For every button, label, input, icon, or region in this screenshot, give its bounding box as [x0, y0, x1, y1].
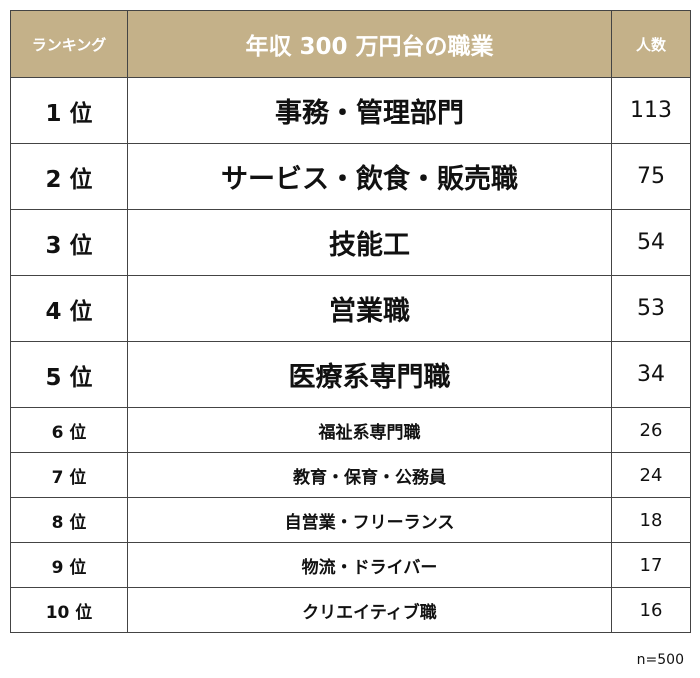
table-row: 4 位 営業職 53 [10, 275, 691, 342]
table-row: 3 位 技能工 54 [10, 209, 691, 276]
rank-cell: 7 位 [10, 452, 128, 498]
rank-cell: 3 位 [10, 209, 128, 276]
count-cell: 17 [611, 542, 691, 588]
job-cell: 教育・保育・公務員 [127, 452, 612, 498]
count-cell: 18 [611, 497, 691, 543]
job-cell: クリエイティブ職 [127, 587, 612, 633]
table-row: 6 位 福祉系専門職 26 [10, 407, 691, 453]
header-job-title: 年収 300 万円台の職業 [127, 10, 612, 78]
job-cell: 物流・ドライバー [127, 542, 612, 588]
count-cell: 54 [611, 209, 691, 276]
count-cell: 26 [611, 407, 691, 453]
rank-cell: 2 位 [10, 143, 128, 210]
rank-cell: 8 位 [10, 497, 128, 543]
job-cell: 事務・管理部門 [127, 77, 612, 144]
count-cell: 113 [611, 77, 691, 144]
job-cell: サービス・飲食・販売職 [127, 143, 612, 210]
count-cell: 16 [611, 587, 691, 633]
count-cell: 34 [611, 341, 691, 408]
job-cell: 福祉系専門職 [127, 407, 612, 453]
header-count: 人数 [611, 10, 691, 78]
job-cell: 技能工 [127, 209, 612, 276]
table-header-row: ランキング 年収 300 万円台の職業 人数 [10, 10, 691, 78]
rank-cell: 6 位 [10, 407, 128, 453]
table-row: 10 位 クリエイティブ職 16 [10, 587, 691, 633]
table-row: 2 位 サービス・飲食・販売職 75 [10, 143, 691, 210]
table-row: 8 位 自営業・フリーランス 18 [10, 497, 691, 543]
rank-cell: 4 位 [10, 275, 128, 342]
ranking-table: ランキング 年収 300 万円台の職業 人数 1 位 事務・管理部門 113 2… [10, 10, 691, 633]
header-ranking: ランキング [10, 10, 128, 78]
count-cell: 24 [611, 452, 691, 498]
count-cell: 53 [611, 275, 691, 342]
table-row: 1 位 事務・管理部門 113 [10, 77, 691, 144]
rank-cell: 9 位 [10, 542, 128, 588]
job-cell: 医療系専門職 [127, 341, 612, 408]
count-cell: 75 [611, 143, 691, 210]
job-cell: 自営業・フリーランス [127, 497, 612, 543]
table-row: 7 位 教育・保育・公務員 24 [10, 452, 691, 498]
sample-size-note: n=500 [636, 652, 684, 668]
rank-cell: 10 位 [10, 587, 128, 633]
table-row: 5 位 医療系専門職 34 [10, 341, 691, 408]
rank-cell: 1 位 [10, 77, 128, 144]
rank-cell: 5 位 [10, 341, 128, 408]
job-cell: 営業職 [127, 275, 612, 342]
table-row: 9 位 物流・ドライバー 17 [10, 542, 691, 588]
